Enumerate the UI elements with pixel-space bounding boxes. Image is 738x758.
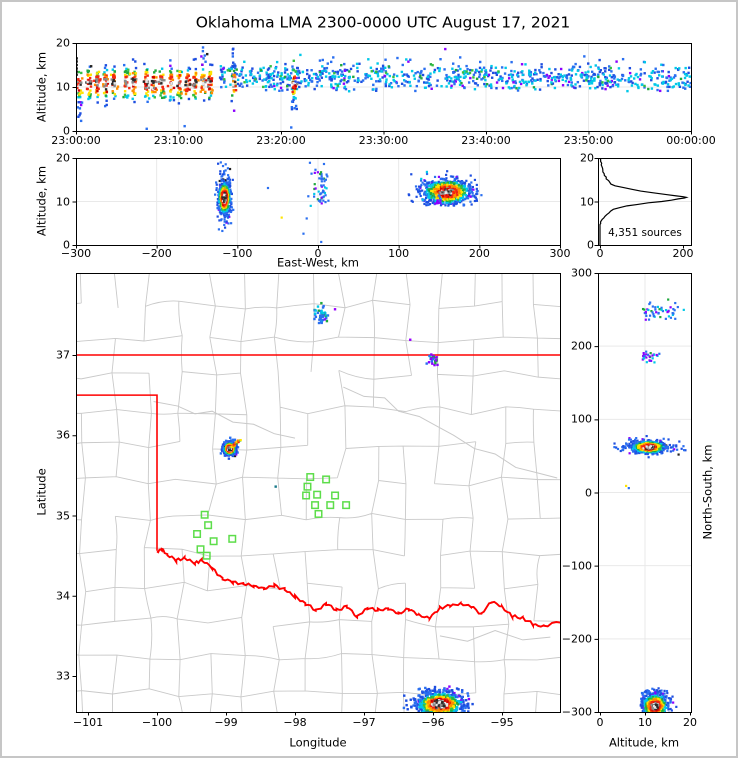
time-axis-tick-label: 23:40:00 (461, 134, 511, 147)
ew-axis-tick-label: 0 (314, 247, 322, 260)
time-altitude-tick-label: 0 (63, 124, 70, 138)
north-south-tick-label: 200 (571, 339, 592, 353)
time-altitude-tick-label: 10 (56, 80, 70, 94)
map-xlabel: Longitude (289, 735, 347, 750)
time-axis-tick-label: 23:30:00 (358, 134, 409, 147)
north-south-tick-label: −300 (561, 705, 592, 719)
time-axis-tick-label: 00:00:00 (666, 134, 716, 147)
ew-axis-tick-label: −300 (60, 247, 92, 260)
ew-altitude-tick-label: 0 (63, 238, 70, 252)
ew-panel-xlabel: East-West, km (277, 255, 359, 270)
ew-altitude-tick-label: 20 (56, 151, 70, 165)
histogram-count-tick-label: 0 (596, 247, 604, 260)
longitude-tick-label: −99 (214, 716, 238, 729)
longitude-tick-label: −101 (72, 716, 104, 729)
time-axis-tick-label: 23:20:00 (256, 134, 306, 147)
ew-axis-tick-label: 200 (468, 247, 490, 260)
latitude-tick-label: 36 (56, 428, 70, 442)
ns-altitude-tick-label: 20 (683, 716, 697, 729)
time-panel-ylabel: Altitude, km (34, 51, 49, 123)
ew-axis-tick-label: 300 (549, 247, 571, 260)
ns-panel-ylabel: North-South, km (700, 444, 715, 540)
histogram-altitude-tick-label: 20 (580, 151, 594, 165)
time-axis-tick-label: 23:00:00 (51, 134, 101, 147)
latitude-tick-label: 34 (56, 589, 70, 603)
latitude-tick-label: 35 (56, 509, 70, 522)
longitude-tick-label: −100 (141, 716, 173, 729)
histogram-annotation: 4,351 sources (608, 226, 682, 239)
north-south-tick-label: 300 (571, 266, 592, 280)
longitude-tick-label: −96 (421, 716, 445, 729)
longitude-tick-label: −98 (283, 716, 307, 729)
north-south-tick-label: 0 (585, 486, 592, 499)
latitude-tick-label: 37 (56, 348, 70, 362)
time-axis-tick-label: 23:10:00 (153, 134, 204, 147)
longitude-tick-label: −97 (352, 716, 376, 729)
histogram-altitude-tick-label: 0 (587, 238, 594, 252)
time-axis-tick-label: 23:50:00 (563, 134, 614, 147)
ns-panel-xlabel: Altitude, km (608, 735, 680, 750)
ns-altitude-tick-label: 0 (596, 716, 604, 729)
ew-axis-tick-label: −200 (141, 247, 172, 260)
ew-axis-tick-label: 100 (388, 247, 410, 260)
ns-altitude-tick-label: 10 (638, 716, 652, 729)
ew-altitude-tick-label: 10 (56, 195, 70, 208)
ew-panel-ylabel: Altitude, km (34, 165, 49, 237)
figure-title: Oklahoma LMA 2300-0000 UTC August 17, 20… (195, 13, 571, 32)
ew-axis-tick-label: −100 (222, 247, 253, 260)
latitude-tick-label: 33 (56, 669, 70, 683)
north-south-tick-label: −100 (561, 559, 592, 573)
longitude-tick-label: −95 (490, 716, 514, 729)
north-south-tick-label: −200 (561, 632, 592, 646)
map-ylabel: Latitude (34, 468, 49, 516)
time-altitude-tick-label: 20 (56, 36, 70, 50)
north-south-tick-label: 100 (571, 412, 592, 426)
histogram-altitude-tick-label: 10 (580, 195, 594, 208)
histogram-count-tick-label: 200 (672, 247, 694, 260)
